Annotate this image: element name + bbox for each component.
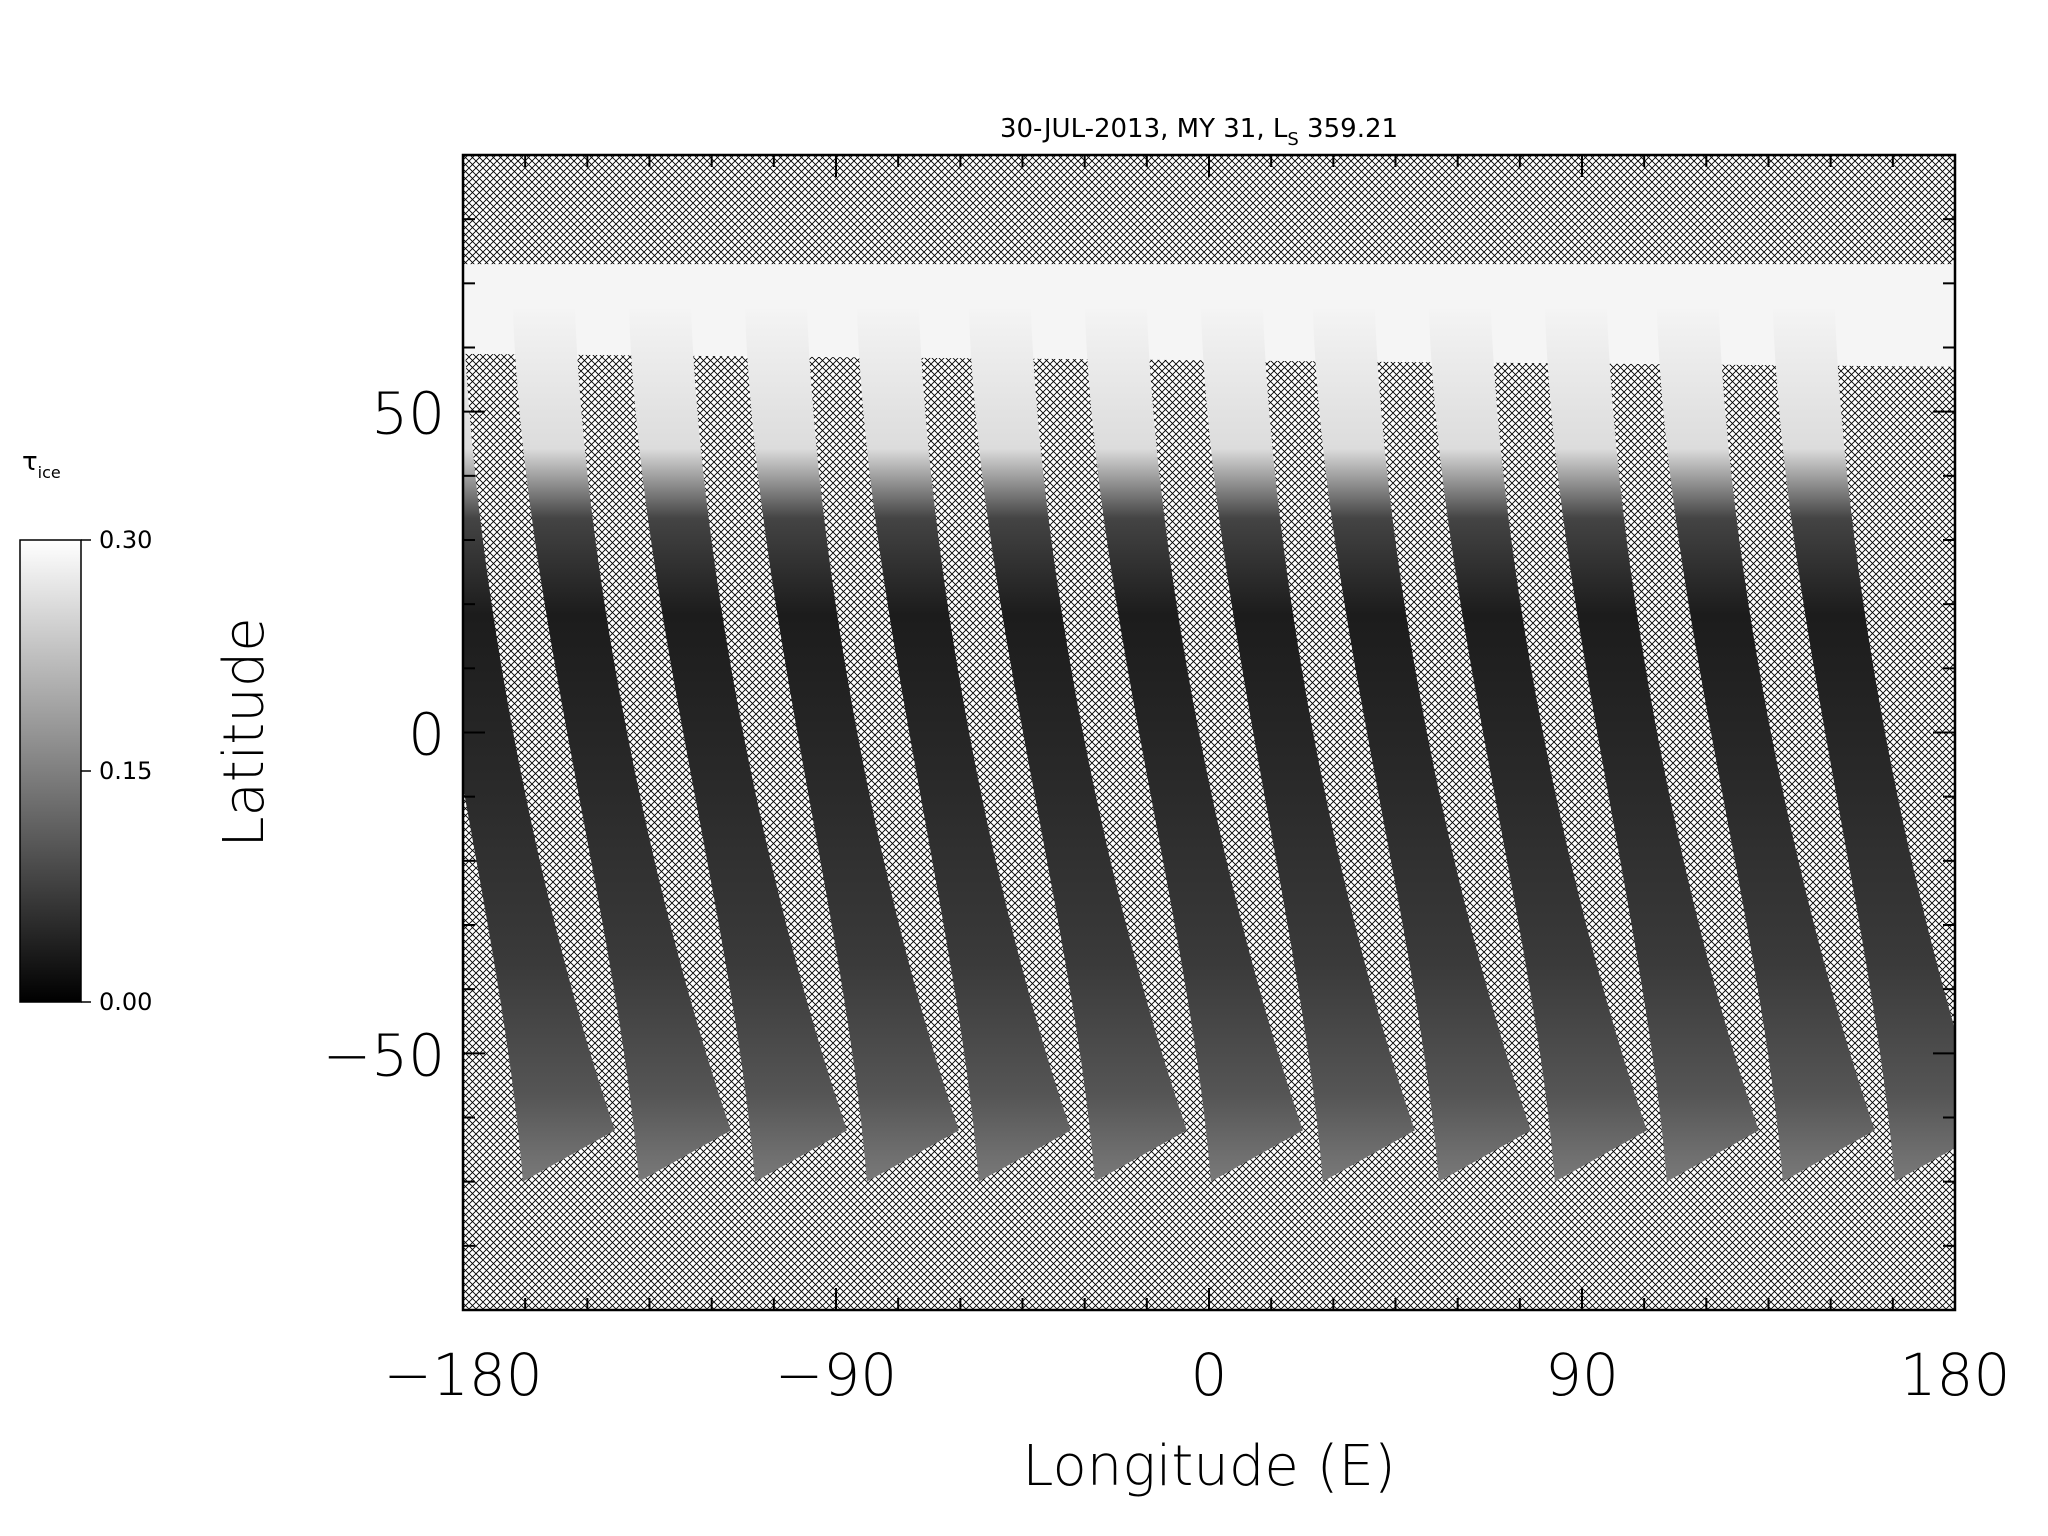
swath-1 [463,309,615,1182]
x-tick-label: 0 [1191,1341,1228,1409]
chart-title: 30-JUL-2013, MY 31, LS 359.21 [1000,114,1398,150]
x-tick-label: 90 [1545,1341,1619,1409]
x-axis-title: Longitude (E) [1022,1434,1395,1499]
swath-7 [1084,309,1303,1182]
x-tick-label: −180 [383,1341,542,1409]
x-tick-label: 180 [1900,1341,2011,1409]
swath-10 [1428,309,1647,1182]
colorbar-tick-label: 0.15 [99,757,152,785]
swath-11 [1544,309,1759,1182]
plot-area [461,153,1957,1312]
swath-12 [1656,309,1875,1182]
y-axis: −50 0 50 [323,380,445,1090]
swath-13 [1772,309,1955,1182]
colorbar-tick-label: 0.00 [99,988,152,1016]
colorbar-tick-label: 0.30 [99,526,152,554]
y-tick-label: 50 [371,380,445,448]
x-tick-label: −90 [775,1341,897,1409]
colorbar: 0.30 0.15 0.00 [19,526,152,1016]
swath-6 [968,309,1187,1182]
y-tick-label: 0 [408,701,445,769]
x-axis: −180 −90 0 90 180 [383,1341,2010,1409]
swath-5 [856,309,1071,1182]
y-tick-label: −50 [323,1021,445,1089]
swath-4 [744,309,959,1182]
y-axis-title: Latitude [212,617,277,847]
swath-8 [1200,309,1415,1182]
colorbar-label: τice [22,447,61,482]
swath-3 [628,309,847,1182]
colorbar-gradient [19,539,82,1003]
swath-2 [512,309,731,1182]
swath-9 [1312,309,1531,1182]
